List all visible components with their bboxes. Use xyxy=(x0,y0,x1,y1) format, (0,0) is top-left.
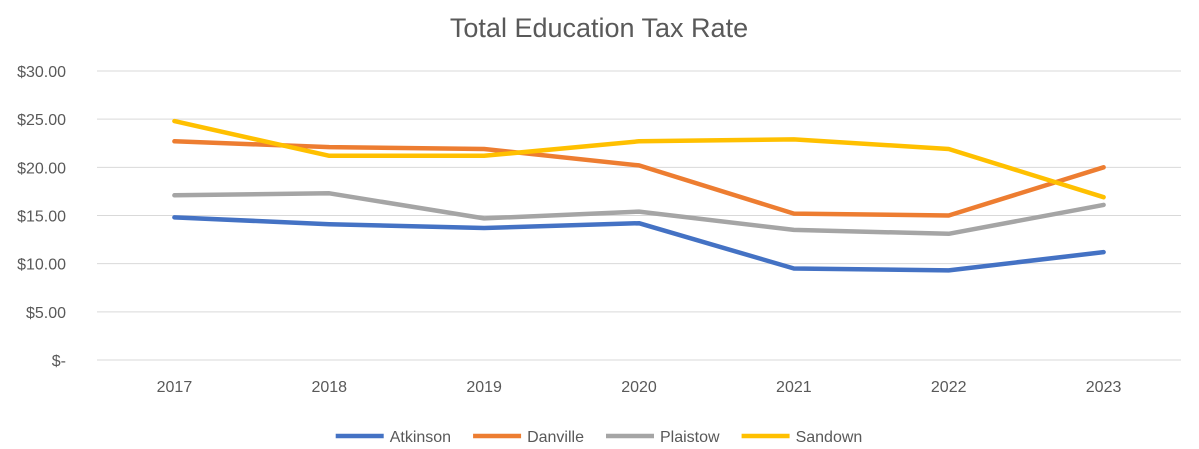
y-tick-label: $20.00 xyxy=(17,160,66,177)
legend-label: Atkinson xyxy=(390,429,451,446)
legend-item: Danville xyxy=(473,429,584,446)
x-tick-label: 2017 xyxy=(157,379,193,396)
series-line-atkinson xyxy=(172,215,1106,273)
legend-item: Plaistow xyxy=(606,429,720,446)
x-tick-label: 2018 xyxy=(311,379,347,396)
gridlines xyxy=(97,70,1181,361)
series-line-plaistow xyxy=(172,191,1106,237)
y-tick-label: $10.00 xyxy=(17,257,66,274)
series-line-sandown xyxy=(172,118,1106,200)
x-axis-tick-labels: 2017 2018 2019 2020 2021 2022 2023 xyxy=(157,379,1122,396)
legend-label: Danville xyxy=(527,429,584,446)
series-line-danville xyxy=(172,139,1106,218)
legend: Atkinson Danville Plaistow Sandown xyxy=(335,429,863,446)
legend-item: Atkinson xyxy=(335,429,451,446)
y-tick-label: $15.00 xyxy=(17,209,66,226)
y-tick-label: $5.00 xyxy=(26,305,66,322)
y-axis-tick-labels: $- $5.00 $10.00 $15.00 $20.00 $25.00 $30.00 xyxy=(17,64,66,370)
legend-item: Sandown xyxy=(741,429,863,446)
x-tick-label: 2023 xyxy=(1086,379,1122,396)
y-tick-label: $30.00 xyxy=(17,64,66,81)
y-tick-label: $25.00 xyxy=(17,112,66,129)
x-tick-label: 2020 xyxy=(621,379,657,396)
x-tick-label: 2019 xyxy=(466,379,502,396)
legend-label: Plaistow xyxy=(660,429,720,446)
y-tick-label: $- xyxy=(52,353,66,370)
legend-label: Sandown xyxy=(796,429,863,446)
chart-title: Total Education Tax Rate xyxy=(450,13,748,43)
x-tick-label: 2021 xyxy=(776,379,812,396)
series-lines xyxy=(172,118,1106,273)
x-tick-label: 2022 xyxy=(931,379,967,396)
